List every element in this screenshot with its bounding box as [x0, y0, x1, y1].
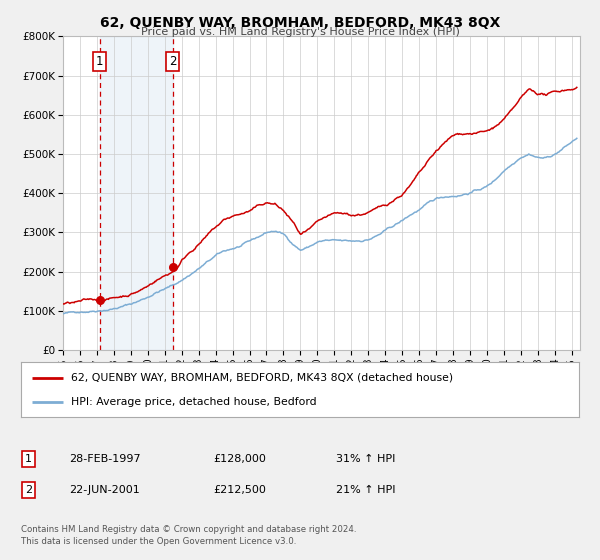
Text: 2: 2	[25, 485, 32, 495]
Text: Contains HM Land Registry data © Crown copyright and database right 2024.
This d: Contains HM Land Registry data © Crown c…	[21, 525, 356, 546]
Text: 22-JUN-2001: 22-JUN-2001	[69, 485, 140, 495]
Text: 62, QUENBY WAY, BROMHAM, BEDFORD, MK43 8QX: 62, QUENBY WAY, BROMHAM, BEDFORD, MK43 8…	[100, 16, 500, 30]
Text: £212,500: £212,500	[213, 485, 266, 495]
Text: Price paid vs. HM Land Registry's House Price Index (HPI): Price paid vs. HM Land Registry's House …	[140, 27, 460, 37]
Text: 1: 1	[25, 454, 32, 464]
Bar	[100, 36, 173, 350]
Text: 28-FEB-1997: 28-FEB-1997	[69, 454, 140, 464]
Text: 21% ↑ HPI: 21% ↑ HPI	[336, 485, 395, 495]
Text: £128,000: £128,000	[213, 454, 266, 464]
Text: HPI: Average price, detached house, Bedford: HPI: Average price, detached house, Bedf…	[71, 397, 317, 407]
Text: 1: 1	[96, 55, 103, 68]
Text: 31% ↑ HPI: 31% ↑ HPI	[336, 454, 395, 464]
Text: 2: 2	[169, 55, 176, 68]
Text: 62, QUENBY WAY, BROMHAM, BEDFORD, MK43 8QX (detached house): 62, QUENBY WAY, BROMHAM, BEDFORD, MK43 8…	[71, 373, 454, 382]
